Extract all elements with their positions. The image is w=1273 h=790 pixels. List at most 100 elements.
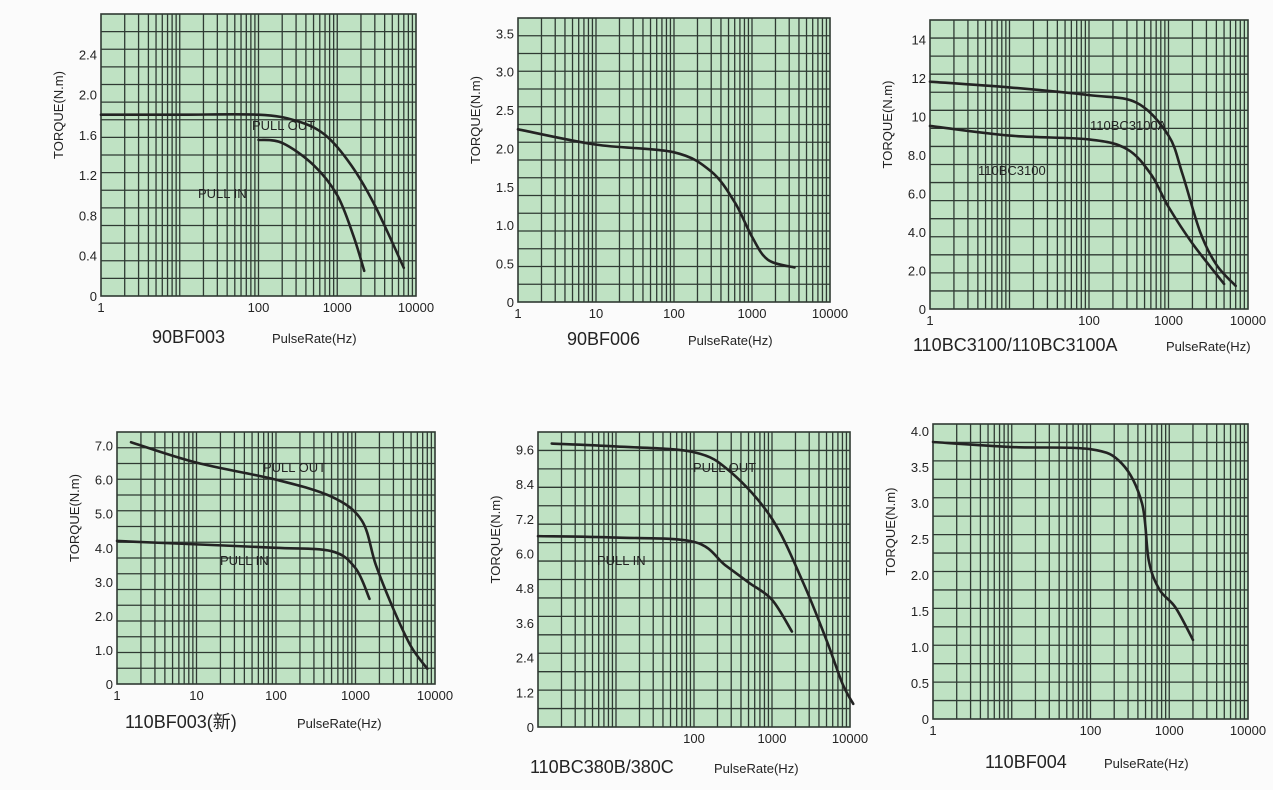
y-tick-label: 4.8 [516,581,534,596]
series-curve [928,80,1237,288]
series-annotation: PULL OUT [263,460,326,475]
y-tick-label: 0.5 [496,257,514,272]
y-tick-label: 3.0 [95,575,113,590]
x-tick-label: 1000 [758,731,787,746]
series-annotation: PULL IN [198,186,247,201]
x-tick-label: 100 [663,306,685,321]
y-tick-label: 2.5 [911,532,929,547]
x-tick-label: 100 [683,731,705,746]
x-tick-label: 1000 [341,688,370,703]
y-tick-label: 3.5 [911,460,929,475]
series-curve [516,127,796,269]
x-tick-label: 1 [514,306,521,321]
y-tick-label: 1.5 [911,604,929,619]
y-tick-label: 1.0 [95,643,113,658]
series-curve [931,440,1195,642]
series-curve [536,534,794,633]
series-curve [257,138,366,273]
chart-3: 0 1.0 2.0 3.0 4.0 5.0 6.0 7.0 1 10 100 1000 10000 TOR… [67,431,453,732]
x-tick-label: 1 [113,688,120,703]
y-tick-label: 2.4 [79,47,97,62]
x-tick-label: 10000 [832,731,868,746]
y-tick-label: 2.0 [95,609,113,624]
y-tick-label: 0.8 [79,208,97,223]
y-tick-label: 0 [106,677,113,692]
x-axis-label: PulseRate(Hz) [1166,339,1251,354]
horizontal-grid [101,30,416,280]
chart-title: 90BF003 [152,327,225,347]
y-tick-label: 2.4 [516,651,534,666]
x-axis-label: PulseRate(Hz) [297,716,382,731]
series-annotation: 110BC3100A [1090,118,1167,133]
y-tick-label: 3.0 [911,496,929,511]
x-tick-label: 1000 [323,300,352,315]
y-axis-label: TORQUE(N.m) [67,474,82,562]
chart-1: 0 0.5 1.0 1.5 2.0 2.5 3.0 3.5 1 10 100 1000 10000 TOR… [468,17,848,349]
series-curve [928,124,1226,286]
x-tick-label: 10000 [1230,723,1266,738]
y-tick-label: 4.0 [95,541,113,556]
y-tick-label: 6.0 [95,473,113,488]
horizontal-grid [518,35,830,285]
chart-title: 110BC3100/110BC3100A [913,335,1118,355]
chart-4: 0 1.2 2.4 3.6 4.8 6.0 7.2 8.4 9.6 100 1000 10000 TOR… [488,431,868,777]
y-tick-label: 1.6 [79,128,97,143]
chart-title: 110BF003(新) [125,712,237,732]
y-tick-label: 12 [912,71,926,86]
y-tick-label: 2.5 [496,103,514,118]
x-tick-label: 1 [929,723,936,738]
x-tick-label: 1000 [1154,313,1183,328]
y-tick-label: 14 [912,32,926,47]
chart-title: 110BC380B/380C [530,757,674,777]
series-curve [99,112,406,270]
horizontal-grid [930,37,1248,292]
x-tick-label: 10000 [417,688,453,703]
chart-0: 0 0.4 0.8 1.2 1.6 2.0 2.4 1 100 1000 10000 TORQUE(N… [51,13,434,347]
x-axis-label: PulseRate(Hz) [714,761,799,776]
series-annotation: PULL OUT [252,118,315,133]
x-tick-label: 100 [265,688,287,703]
y-tick-label: 3.0 [496,65,514,80]
y-tick-label: 0 [90,289,97,304]
y-tick-label: 2.0 [908,263,926,278]
series-annotation: PULL IN [597,553,646,568]
y-tick-label: 4.0 [908,225,926,240]
x-tick-label: 1 [97,300,104,315]
y-tick-label: 7.2 [516,512,534,527]
series-curve [115,539,371,601]
y-tick-label: 3.5 [496,26,514,41]
chart-title: 110BF004 [985,752,1067,772]
y-tick-label: 0.5 [911,676,929,691]
series-annotation: 110BC3100 [978,163,1046,178]
x-tick-label: 10000 [812,306,848,321]
x-tick-label: 10 [189,688,203,703]
x-tick-label: 100 [1080,723,1102,738]
x-tick-label: 1000 [1155,723,1184,738]
y-tick-label: 0.4 [79,249,97,264]
x-tick-label: 1 [926,313,933,328]
series-annotation: PULL OUT [693,460,756,475]
y-tick-label: 1.5 [496,180,514,195]
y-tick-label: 2.0 [79,88,97,103]
y-tick-label: 1.0 [911,640,929,655]
y-axis-label: TORQUE(N.m) [883,488,898,576]
chart-2: 0 2.0 4.0 6.0 8.0 10 12 14 1 100 1000 10000 TORQUE(N… [880,19,1266,355]
y-tick-label: 8.4 [516,477,534,492]
x-axis-label: PulseRate(Hz) [272,331,357,346]
x-tick-label: 10 [589,306,603,321]
series-curve [129,440,429,670]
y-tick-label: 2.0 [911,568,929,583]
x-axis-label: PulseRate(Hz) [688,333,773,348]
y-tick-label: 1.0 [496,218,514,233]
y-tick-label: 5.0 [95,507,113,522]
x-tick-label: 10000 [1230,313,1266,328]
y-tick-label: 10 [912,109,926,124]
y-axis-label: TORQUE(N.m) [51,71,66,159]
y-tick-label: 0 [527,720,534,735]
y-tick-label: 0 [922,712,929,727]
y-tick-label: 2.0 [496,141,514,156]
y-tick-label: 8.0 [908,148,926,163]
x-tick-label: 100 [1078,313,1100,328]
chart-5: 0 0.5 1.0 1.5 2.0 2.5 3.0 3.5 4.0 1 100 1000 10000 TO… [883,423,1266,772]
